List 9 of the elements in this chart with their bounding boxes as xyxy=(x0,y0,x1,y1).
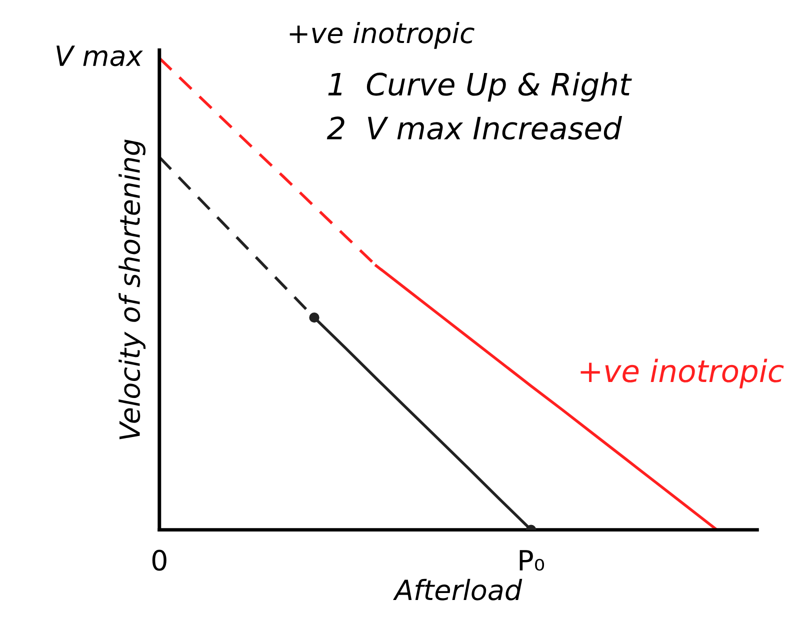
annotation: V max xyxy=(56,46,143,66)
annotation: 2 V max Increased xyxy=(326,116,622,140)
x-tick-label: P₀ xyxy=(520,550,544,571)
series-label: +ve inotropic xyxy=(580,358,784,388)
x-axis-title: Afterload xyxy=(393,578,522,600)
chart-title: +ve inotropic xyxy=(290,22,474,49)
y-axis-title: Velocity of shortening xyxy=(118,140,146,440)
x-tick-label: 0 xyxy=(152,550,166,571)
annotation: 1 Curve Up & Right xyxy=(328,72,632,102)
